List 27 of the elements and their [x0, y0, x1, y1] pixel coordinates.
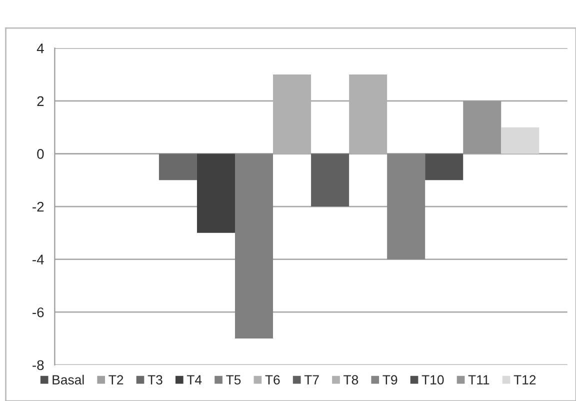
legend-label: T2: [108, 375, 124, 384]
legend-label: T4: [186, 375, 202, 384]
y-tick-label: -4: [32, 254, 44, 264]
bar: [196, 154, 235, 233]
legend-label: T12: [514, 375, 536, 384]
bar: [387, 154, 426, 260]
bar: [501, 127, 540, 154]
bar: [425, 154, 464, 180]
y-tick-label: -2: [32, 202, 44, 212]
legend-label: T6: [265, 375, 280, 385]
bar: [311, 154, 350, 207]
bar: [158, 154, 197, 180]
y-tick-label: -6: [32, 307, 44, 318]
y-tick-label: -8: [32, 360, 44, 370]
legend-label: T3: [148, 375, 162, 385]
legend-label: T11: [468, 375, 490, 384]
bar: [235, 154, 274, 339]
y-tick-label: 2: [37, 96, 44, 106]
legend-label: T8: [344, 375, 358, 385]
bar: [463, 100, 502, 154]
legend-label: T10: [422, 375, 444, 385]
legend-label: T7: [304, 375, 319, 384]
legend-label: Basal: [52, 374, 84, 385]
legend-label: T5: [226, 375, 241, 385]
legend-label: T9: [382, 375, 398, 385]
y-tick-label: 4: [36, 44, 44, 54]
y-tick-label: 0: [37, 149, 44, 159]
